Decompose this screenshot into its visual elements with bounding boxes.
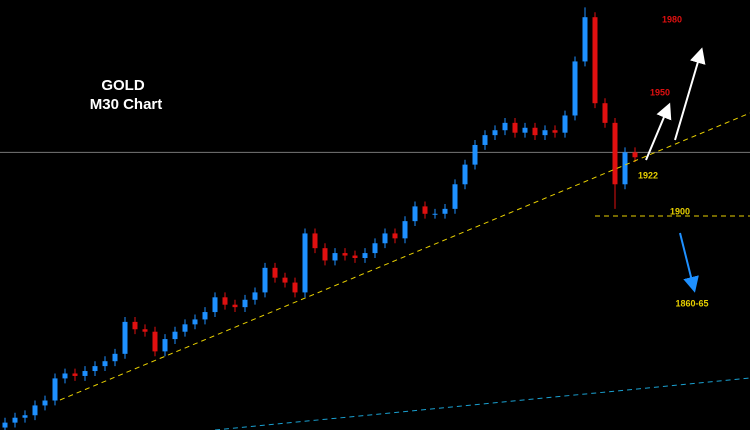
trend-line — [59, 112, 750, 401]
candle-body — [482, 135, 488, 145]
chart-subtitle: M30 Chart — [90, 96, 163, 113]
candle-body — [352, 255, 358, 258]
candle-body — [122, 321, 128, 354]
candle-body — [532, 127, 538, 136]
candle-body — [372, 243, 378, 254]
candle-body — [432, 213, 438, 215]
candle-body — [62, 373, 68, 379]
arrow-up — [645, 102, 672, 161]
candle-body — [72, 373, 78, 376]
candle-body — [242, 299, 248, 308]
candle-body — [302, 233, 308, 293]
chart-title: GOLD — [101, 77, 144, 94]
candle-body — [142, 329, 148, 332]
candle-body — [42, 400, 48, 406]
candle-body — [522, 127, 528, 133]
candle-body — [182, 324, 188, 332]
candle-body — [202, 312, 208, 320]
candle-body — [332, 253, 338, 261]
candle-body — [272, 267, 278, 278]
candle-body — [212, 297, 218, 313]
candle-body — [222, 297, 228, 305]
candle-body — [262, 267, 268, 293]
candle-body — [172, 331, 178, 340]
candle-body — [442, 208, 448, 214]
arrow-up — [674, 47, 706, 141]
candle-body — [512, 122, 518, 133]
trend-line-lower — [214, 377, 750, 430]
candle-body — [292, 282, 298, 293]
candle-body — [282, 277, 288, 283]
candle-body — [392, 233, 398, 239]
annotation: 1922 — [638, 170, 658, 180]
candle-body — [362, 253, 368, 258]
candle-body — [32, 405, 38, 416]
candle-body — [192, 319, 198, 325]
candle-body — [562, 115, 568, 133]
candle-body — [592, 17, 598, 104]
candle-body — [632, 152, 638, 158]
candle-body — [162, 339, 168, 352]
candle-body — [472, 144, 478, 165]
arrow-down — [679, 232, 699, 293]
candle-body — [312, 233, 318, 249]
candle-body — [382, 233, 388, 244]
candle-body — [12, 417, 18, 423]
annotation: 1950 — [650, 87, 670, 97]
candle-body — [82, 371, 88, 376]
candle-body — [552, 130, 558, 133]
candle-body — [342, 253, 348, 256]
annotation: 1860-65 — [675, 298, 708, 308]
candle-body — [452, 184, 458, 209]
candle-body — [462, 164, 468, 185]
candle-body — [402, 221, 408, 239]
candle-body — [412, 206, 418, 222]
annotation: 1980 — [662, 14, 682, 24]
candle-body — [602, 103, 608, 123]
candle-body — [322, 248, 328, 261]
candle-body — [92, 366, 98, 372]
candle-body — [232, 304, 238, 308]
candle-body — [502, 122, 508, 131]
candle-body — [102, 361, 108, 367]
candle-body — [422, 206, 428, 214]
candle-body — [252, 292, 258, 300]
annotation: 1900 — [670, 206, 690, 216]
candle-body — [152, 331, 158, 352]
candle-body — [22, 415, 28, 418]
candle-body — [542, 130, 548, 136]
candle-body — [572, 61, 578, 116]
candle-body — [52, 378, 58, 401]
candle-body — [622, 152, 628, 185]
candle-body — [612, 122, 618, 185]
candle-body — [582, 17, 588, 62]
candle-body — [132, 321, 138, 330]
candle-body — [492, 130, 498, 136]
candle-body — [112, 353, 118, 362]
candle-body — [2, 422, 8, 428]
